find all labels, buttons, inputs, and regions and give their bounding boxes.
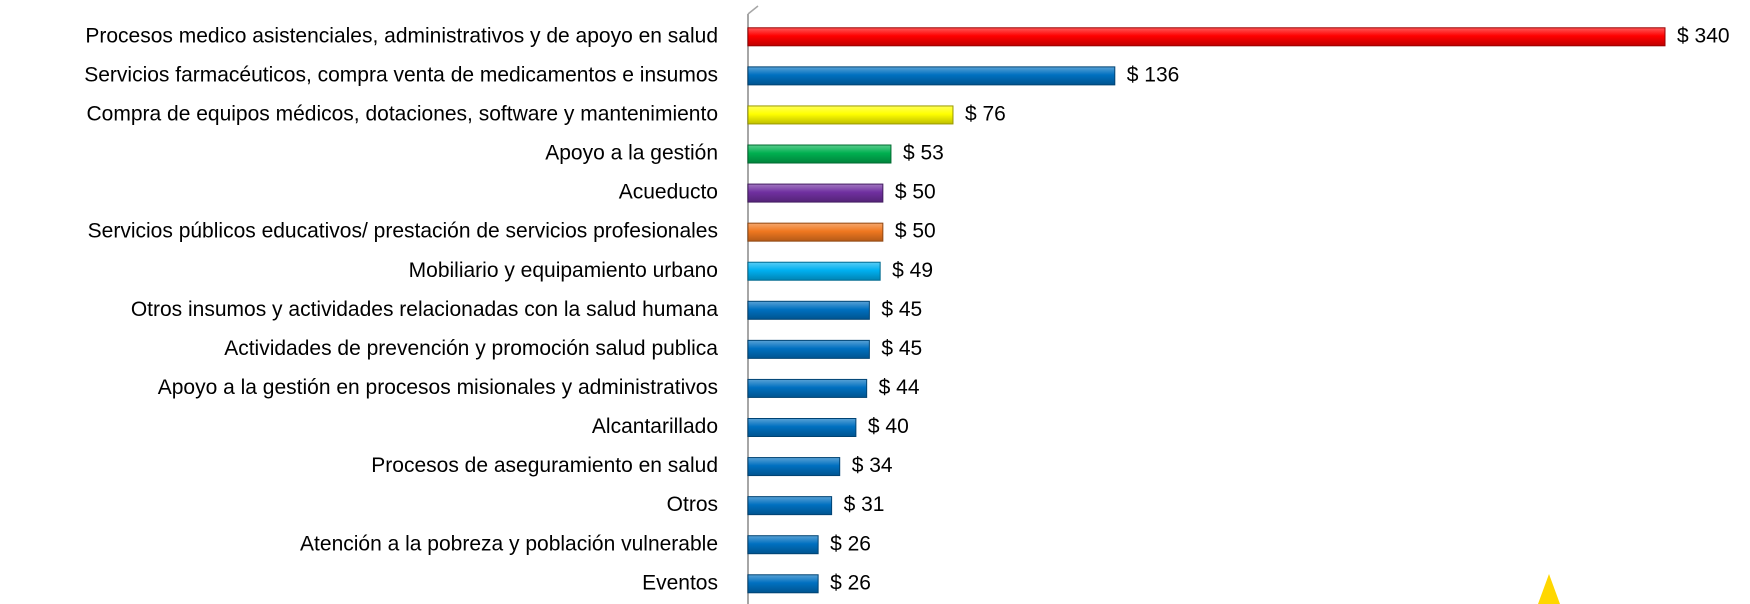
bar xyxy=(747,261,881,281)
bar xyxy=(747,183,884,203)
data-label: $ 26 xyxy=(830,571,871,594)
category-label: Acueducto xyxy=(619,181,718,204)
data-label: $ 45 xyxy=(881,298,922,321)
category-label: Alcantarillado xyxy=(592,415,718,438)
category-label: Atención a la pobreza y población vulner… xyxy=(300,532,718,555)
bar xyxy=(747,418,857,437)
data-label: $ 31 xyxy=(844,493,885,516)
data-label: $ 50 xyxy=(895,220,936,243)
category-label: Procesos medico asistenciales, administr… xyxy=(85,24,718,47)
data-label: $ 44 xyxy=(879,376,920,399)
category-label: Procesos de aseguramiento en salud xyxy=(371,454,718,477)
category-label: Apoyo a la gestión en procesos misionale… xyxy=(158,376,718,399)
category-label: Servicios públicos educativos/ prestació… xyxy=(88,220,718,243)
axis-depth xyxy=(747,5,759,15)
category-label: Actividades de prevención y promoción sa… xyxy=(224,337,718,360)
data-label: $ 34 xyxy=(852,454,893,477)
category-label: Otros xyxy=(667,493,718,516)
data-label: $ 340 xyxy=(1677,24,1730,47)
data-label: $ 49 xyxy=(892,259,933,282)
data-label: $ 26 xyxy=(830,532,871,555)
bar xyxy=(747,457,841,477)
category-label: Eventos xyxy=(642,571,718,594)
data-label: $ 53 xyxy=(903,142,944,165)
bar xyxy=(747,105,954,125)
bar xyxy=(747,496,833,516)
bar xyxy=(747,574,819,594)
category-label: Apoyo a la gestión xyxy=(545,142,718,165)
category-label: Mobiliario y equipamiento urbano xyxy=(409,259,718,282)
category-label: Otros insumos y actividades relacionadas… xyxy=(131,298,718,321)
bar xyxy=(747,535,819,555)
bar xyxy=(747,222,884,242)
data-label: $ 136 xyxy=(1127,63,1180,86)
category-label: Servicios farmacéuticos, compra venta de… xyxy=(84,63,718,86)
data-label: $ 50 xyxy=(895,181,936,204)
bar xyxy=(747,144,892,164)
bar xyxy=(747,300,870,320)
bar xyxy=(747,378,868,398)
bar xyxy=(747,339,870,359)
bar xyxy=(747,27,1666,47)
data-label: $ 76 xyxy=(965,102,1006,125)
category-label: Compra de equipos médicos, dotaciones, s… xyxy=(87,102,719,125)
logo-fragment xyxy=(1538,574,1560,604)
data-label: $ 45 xyxy=(881,337,922,360)
bar xyxy=(747,66,1116,86)
data-label: $ 40 xyxy=(868,415,909,438)
